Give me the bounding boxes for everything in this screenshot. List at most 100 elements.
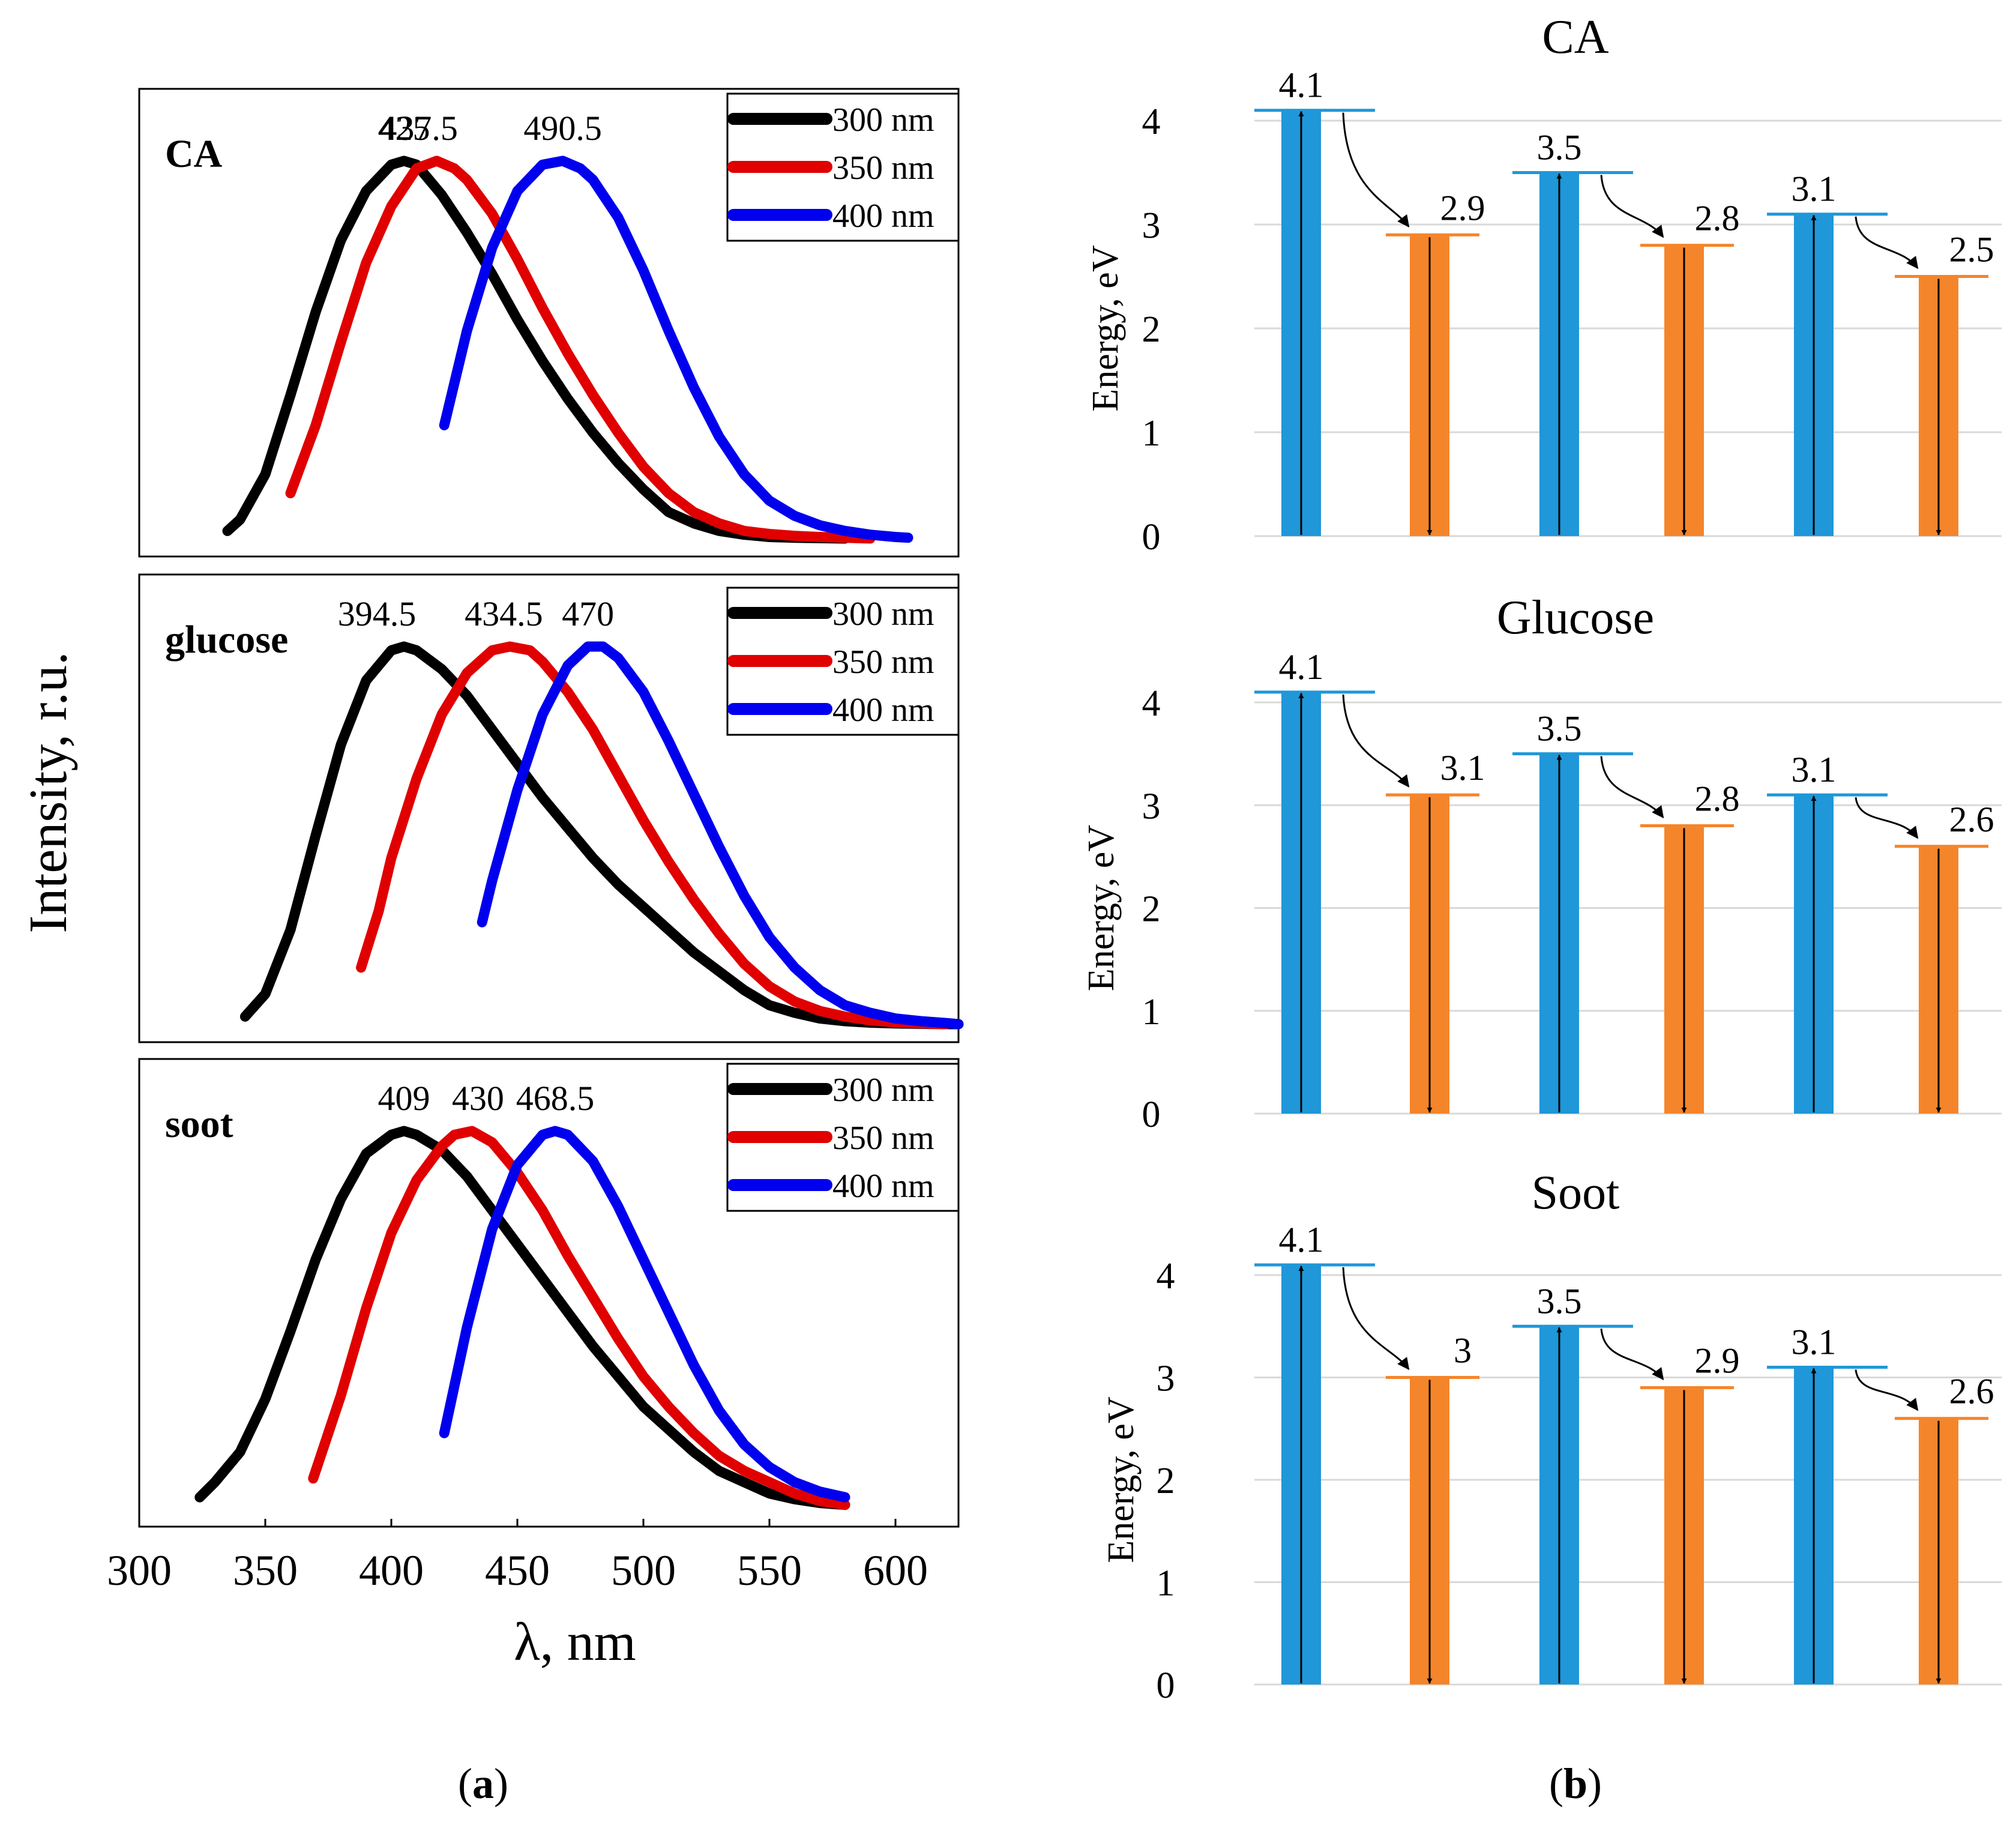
relaxation-arrow	[1855, 1369, 1919, 1411]
spectra-x-axis-label: λ, nm	[514, 1612, 636, 1672]
spectrum-line	[194, 1126, 850, 1510]
energy-chart: CA 0 1 2 3 4 Energy, eV 4.1 2.9 3.5 2.8 3.1 2.5	[1085, 11, 2002, 558]
spectrum-line	[285, 155, 876, 544]
value-label: 3.5	[1537, 709, 1582, 749]
x-tick-label: 500	[611, 1546, 676, 1594]
peak-label: 430	[452, 1079, 504, 1118]
legend-label: 300 nm	[832, 101, 934, 139]
x-tick-label: 300	[107, 1546, 172, 1594]
x-tick-label: 600	[863, 1546, 928, 1594]
y-tick-label: 2	[1142, 889, 1161, 930]
emission-bar	[1895, 845, 1988, 1114]
y-axis-label: Energy, eV	[1101, 1396, 1142, 1563]
excitation-bar	[1254, 1263, 1375, 1685]
spectra-x-axis: 300 350 400 450 500 550 600	[107, 1519, 928, 1594]
value-label: 4.1	[1279, 647, 1324, 687]
x-tick-label: 450	[485, 1546, 550, 1594]
value-label: 2.5	[1949, 230, 1994, 270]
excitation-bar	[1512, 752, 1633, 1114]
plot-frame	[138, 1058, 960, 1528]
value-label: 3.1	[1792, 1322, 1837, 1362]
chart-title: Glucose	[1497, 591, 1654, 644]
spectrum-chart: glucose 394.5 434.5 470 300 nm 350 nm 400 nm	[138, 573, 964, 1043]
y-tick-label: 2	[1142, 309, 1161, 350]
relaxation-arrow	[1600, 175, 1664, 238]
emission-bar	[1895, 1417, 1988, 1685]
legend-label: 400 nm	[832, 1168, 934, 1205]
spectrum-chart: soot 409 430 468.5 300 nm 350 nm 400 nm	[138, 1058, 960, 1528]
emission-bar	[1640, 824, 1734, 1114]
plot-frame	[138, 573, 960, 1043]
y-tick-label: 0	[1157, 1665, 1175, 1706]
value-label: 3.1	[1440, 748, 1485, 788]
energy-chart: Glucose 0 1 2 3 4 Energy, eV 4.1 3.1 3.5 2.8 3.1 2.6	[1081, 591, 2002, 1135]
emission-bar	[1640, 1386, 1734, 1685]
excitation-bar	[1254, 690, 1375, 1114]
value-label: 2.6	[1949, 800, 1994, 839]
relaxation-arrow	[1855, 216, 1919, 270]
y-tick-label: 3	[1142, 786, 1161, 827]
spectrum-line	[477, 641, 964, 1030]
relaxation-arrow	[1342, 112, 1410, 228]
x-tick-label: 350	[233, 1546, 298, 1594]
value-label: 3.1	[1792, 750, 1837, 789]
emission-bar	[1386, 233, 1479, 536]
value-label: 2.9	[1695, 1341, 1740, 1381]
spectrum-line	[356, 641, 951, 1030]
legend-label: 300 nm	[832, 596, 934, 633]
y-tick-label: 1	[1142, 992, 1161, 1033]
spectrum-line	[439, 1126, 850, 1503]
y-tick-label: 1	[1157, 1563, 1175, 1604]
panel-a-caption: (a)	[458, 1760, 508, 1808]
legend: 300 nm 350 nm 400 nm	[726, 1063, 960, 1212]
emission-bar	[1386, 793, 1479, 1114]
value-label: 2.6	[1949, 1372, 1994, 1411]
sample-label: CA	[165, 132, 223, 176]
panel-b-caption: (b)	[1549, 1760, 1602, 1808]
spectrum-line	[439, 155, 913, 543]
peak-label: 425	[378, 109, 430, 148]
value-label: 2.8	[1695, 199, 1740, 238]
y-axis-label: Energy, eV	[1081, 825, 1122, 991]
y-tick-label: 0	[1142, 1094, 1161, 1135]
y-tick-label: 3	[1142, 205, 1161, 246]
excitation-bar	[1254, 109, 1375, 536]
relaxation-arrow	[1342, 694, 1410, 788]
value-label: 3.5	[1537, 1281, 1582, 1321]
excitation-bar	[1512, 1324, 1633, 1685]
peak-label: 434.5	[465, 594, 543, 633]
sample-label: soot	[165, 1102, 233, 1146]
legend-label: 400 nm	[832, 198, 934, 235]
y-tick-label: 4	[1142, 101, 1161, 142]
y-tick-label: 0	[1142, 517, 1161, 558]
emission-bar	[1895, 275, 1988, 536]
excitation-bar	[1767, 1365, 1888, 1685]
peak-label: 394.5	[338, 594, 417, 633]
value-label: 3.5	[1537, 128, 1582, 167]
value-label: 4.1	[1279, 65, 1324, 105]
value-label: 2.8	[1695, 779, 1740, 819]
peak-label: 437.5	[379, 109, 458, 148]
x-tick-label: 400	[359, 1546, 424, 1594]
legend-label: 350 nm	[832, 644, 934, 681]
value-label: 3	[1454, 1331, 1472, 1371]
emission-bar	[1386, 1376, 1479, 1685]
value-label: 3.1	[1792, 169, 1837, 209]
energy-level-panel: CA 0 1 2 3 4 Energy, eV 4.1 2.9 3.5 2.8 3.1 2.5 Gluco…	[1081, 11, 2002, 1706]
legend: 300 nm 350 nm 400 nm	[726, 92, 960, 242]
peak-label: 490.5	[523, 109, 602, 148]
y-tick-label: 1	[1142, 413, 1161, 454]
legend-label: 350 nm	[832, 149, 934, 187]
y-tick-label: 4	[1142, 683, 1161, 724]
energy-chart: Soot 0 1 2 3 4 Energy, eV 4.1 3 3.5 2.9 3.1 2.6	[1101, 1166, 2002, 1706]
legend-label: 400 nm	[832, 692, 934, 729]
legend-label: 300 nm	[832, 1072, 934, 1109]
y-tick-label: 4	[1157, 1256, 1175, 1297]
relaxation-arrow	[1855, 797, 1919, 839]
legend-label: 350 nm	[832, 1120, 934, 1157]
y-axis-label: Energy, eV	[1085, 245, 1126, 411]
plot-frame	[138, 88, 960, 558]
